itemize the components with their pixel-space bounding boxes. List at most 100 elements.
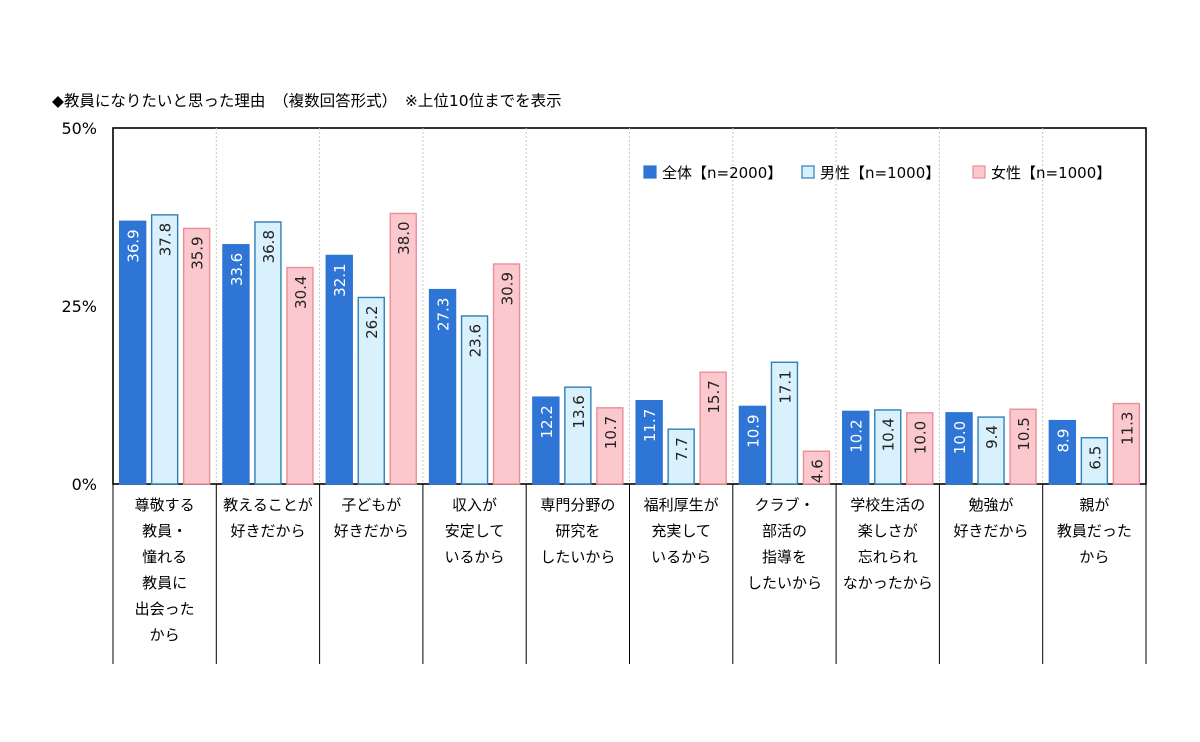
bar (635, 399, 663, 485)
data-label: 11.7 (641, 409, 659, 442)
data-label: 30.9 (499, 272, 517, 305)
bar (1048, 419, 1077, 485)
x-tick-label: なかったから (843, 574, 933, 592)
data-label: 36.9 (125, 229, 143, 262)
bar (596, 407, 624, 485)
legend-label: 女性【n=1000】 (991, 164, 1111, 182)
data-label: 26.2 (363, 305, 381, 338)
chart-title: ◆教員になりたいと思った理由 （複数回答形式） ※上位10位までを表示 (52, 92, 562, 110)
bar (325, 254, 353, 485)
x-tick-label: 忘れられ (858, 548, 918, 566)
legend-swatch (801, 165, 815, 179)
bar (460, 315, 489, 485)
x-tick-label: 指導を (762, 548, 807, 566)
x-tick-label: したいから (747, 574, 822, 592)
x-tick-label: 部活の (762, 522, 807, 540)
bar (802, 450, 831, 485)
bar (1080, 437, 1109, 485)
data-label: 10.0 (912, 421, 930, 454)
bar (564, 386, 592, 485)
data-label: 35.9 (189, 236, 207, 269)
data-label: 36.8 (260, 230, 278, 263)
data-label: 11.3 (1118, 412, 1136, 445)
y-tick-label: 0% (72, 475, 97, 494)
bar (977, 416, 1005, 485)
data-label: 17.1 (776, 370, 794, 403)
x-tick-label: クラブ・ (754, 496, 814, 514)
x-tick-label: 子どもが (341, 496, 401, 514)
x-tick-label: 収入が (452, 496, 497, 514)
bar (428, 288, 457, 485)
data-label: 15.7 (705, 380, 723, 413)
data-label: 8.9 (1054, 429, 1072, 453)
bar (492, 263, 521, 485)
data-label: 7.7 (673, 437, 691, 461)
data-label: 10.9 (744, 414, 762, 447)
data-label: 30.4 (292, 276, 310, 309)
data-label: 10.7 (602, 416, 620, 449)
gridlines (215, 128, 1044, 484)
bar (842, 410, 870, 485)
bar (1009, 408, 1037, 485)
x-tick-label: 専門分野の (540, 496, 615, 514)
x-tick-label: 勉強が (969, 496, 1014, 514)
bar (286, 266, 314, 485)
bar (945, 412, 973, 485)
bar (770, 361, 799, 485)
legend-label: 全体【n=2000】 (662, 164, 782, 182)
data-label: 10.0 (951, 421, 969, 454)
x-tick-label: 福利厚生が (644, 496, 719, 514)
bar (738, 405, 767, 485)
data-label: 23.6 (467, 324, 485, 357)
x-tick-label: 学校生活の (850, 496, 925, 514)
bar (254, 221, 282, 485)
data-label: 37.8 (157, 223, 175, 256)
bar (667, 428, 695, 485)
data-label: 38.0 (395, 221, 413, 254)
x-tick-label: 好きだから (954, 522, 1029, 540)
x-tick-label: 研究を (555, 522, 600, 540)
x-axis: 尊敬する教員・憧れる教員に出会ったから教えることが好きだから子どもが好きだから収… (112, 484, 1147, 664)
bar (532, 396, 560, 485)
x-tick-label: 楽しさが (858, 522, 918, 540)
bar (699, 371, 727, 485)
bar (150, 214, 179, 485)
x-tick-label: いるから (445, 548, 505, 566)
x-tick-label: 教員だった (1057, 522, 1132, 540)
data-label: 4.6 (808, 459, 826, 483)
x-tick-label: 尊敬する (135, 496, 195, 514)
x-tick-label: 憧れる (142, 548, 187, 566)
legend-label: 男性【n=1000】 (820, 164, 940, 182)
bar (182, 227, 211, 485)
x-tick-label: 教員に (142, 574, 187, 592)
x-tick-label: から (150, 626, 180, 644)
data-label: 12.2 (538, 405, 556, 438)
data-label: 10.4 (880, 418, 898, 451)
bar (222, 244, 250, 485)
data-label: 27.3 (435, 298, 453, 331)
data-label: 10.2 (848, 419, 866, 452)
y-tick-label: 25% (61, 297, 97, 316)
bar (1112, 402, 1141, 485)
x-tick-label: いるから (651, 548, 711, 566)
legend: 全体【n=2000】 男性【n=1000】 女性【n=1000】 (643, 164, 1111, 182)
x-tick-label: 親が (1079, 496, 1109, 514)
x-tick-label: したいから (540, 548, 615, 566)
x-tick-label: 充実して (651, 522, 711, 540)
y-tick-label: 50% (61, 119, 97, 138)
data-label: 13.6 (570, 395, 588, 428)
bar (389, 212, 417, 485)
data-label: 6.5 (1086, 446, 1104, 470)
x-tick-label: 安定して (445, 522, 505, 540)
data-label: 10.5 (1015, 417, 1033, 450)
x-tick-label: 出会った (135, 600, 195, 618)
bars: 36.9 33.6 32.1 27.3 12.2 11.7 10.9 10.2 10.0 8.9 3… (118, 212, 1141, 485)
bar (874, 409, 902, 485)
bar (906, 412, 934, 485)
y-axis: 0% 25% 50% (61, 119, 97, 494)
x-tick-label: 教員・ (142, 522, 187, 540)
legend-swatch (972, 165, 986, 179)
bar (118, 220, 147, 485)
x-tick-label: から (1079, 548, 1109, 566)
